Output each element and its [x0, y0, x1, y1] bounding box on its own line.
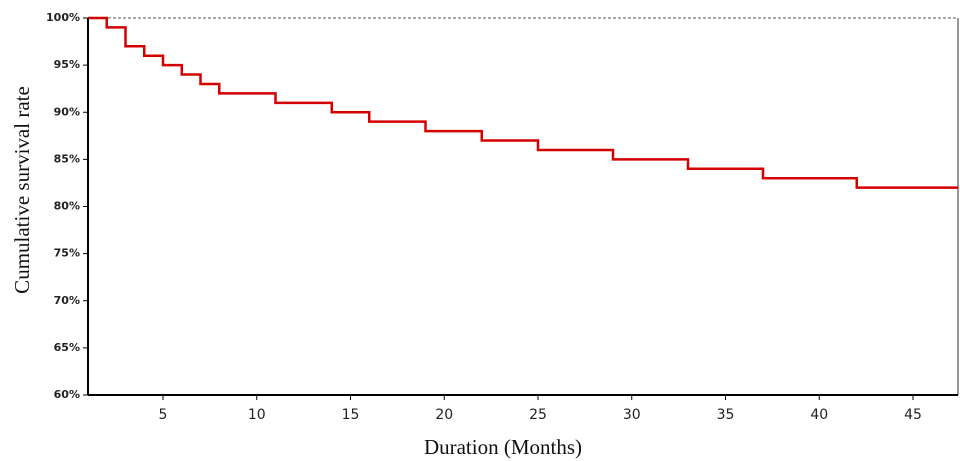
x-tick-label: 5: [159, 407, 168, 423]
x-tick-label: 35: [717, 407, 735, 423]
x-tick-label: 10: [248, 407, 266, 423]
x-tick-label: 45: [904, 407, 922, 423]
y-tick-label: 90%: [54, 105, 80, 118]
y-axis-label: Cumulative survival rate: [10, 86, 34, 294]
x-tick-label: 30: [623, 407, 641, 423]
x-tick-label: 15: [342, 407, 360, 423]
y-tick-label: 95%: [54, 58, 80, 71]
x-axis-label: Duration (Months): [424, 435, 582, 459]
x-tick-label: 25: [529, 407, 547, 423]
y-tick-label: 80%: [54, 200, 80, 213]
survival-line: [88, 16, 958, 189]
x-tick-label: 20: [435, 407, 453, 423]
y-tick-label: 60%: [54, 388, 80, 401]
y-tick-label: 70%: [54, 294, 80, 307]
y-tick-label: 65%: [54, 341, 80, 354]
y-tick-label: 100%: [46, 11, 80, 24]
y-tick-label: 85%: [54, 152, 80, 165]
x-tick-label: 40: [810, 407, 828, 423]
y-tick-label: 75%: [54, 247, 80, 260]
